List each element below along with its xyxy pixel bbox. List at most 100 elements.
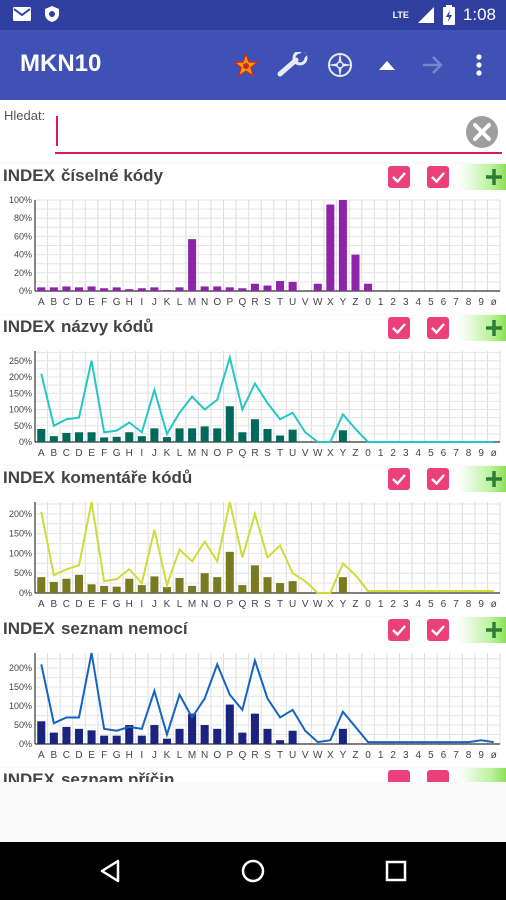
bar <box>112 287 121 291</box>
x-tick-label: Q <box>238 448 246 459</box>
overflow-menu-button[interactable] <box>462 48 496 82</box>
home-icon[interactable] <box>238 856 268 886</box>
section-checkbox-2[interactable] <box>427 619 449 641</box>
bar <box>225 551 234 593</box>
x-tick-label: 9 <box>478 297 484 308</box>
scroll-up-button[interactable] <box>370 48 404 82</box>
x-tick-label: P <box>226 297 233 308</box>
search-input[interactable] <box>55 114 502 154</box>
bar <box>188 713 197 744</box>
bar <box>351 254 360 291</box>
x-tick-label: D <box>75 599 82 610</box>
section-checkbox-2[interactable] <box>427 166 449 188</box>
section-add-button[interactable] <box>458 768 506 782</box>
bar <box>112 735 121 744</box>
bar <box>62 726 71 744</box>
y-tick-label: 200% <box>9 663 32 673</box>
x-tick-label: Z <box>352 599 358 610</box>
bar <box>313 283 322 291</box>
x-tick-label: J <box>152 297 157 308</box>
series-line <box>40 501 494 594</box>
x-tick-label: L <box>177 750 183 761</box>
x-tick-label: H <box>126 750 133 761</box>
x-tick-label: S <box>264 750 271 761</box>
plus-icon <box>486 471 502 487</box>
x-tick-label: 7 <box>453 448 459 459</box>
bar <box>62 286 71 291</box>
section-header: INDEX seznam nemocí <box>0 617 506 643</box>
bar <box>276 740 285 744</box>
section-title: INDEX <box>3 166 55 185</box>
forward-button[interactable] <box>416 48 450 82</box>
y-tick-label: 50% <box>14 421 32 431</box>
section-checkbox-2[interactable] <box>427 317 449 339</box>
x-tick-label: C <box>63 448 70 459</box>
bar <box>238 288 247 291</box>
section-subtitle: číselné kódy <box>60 166 164 185</box>
bar <box>338 430 347 442</box>
section-checkbox-1[interactable] <box>388 770 410 782</box>
settings-button[interactable] <box>276 48 310 82</box>
x-tick-label: 6 <box>441 599 447 610</box>
bar <box>175 428 184 442</box>
y-tick-label: 250% <box>9 356 32 366</box>
clear-search-button[interactable] <box>465 115 499 154</box>
bar <box>37 721 46 744</box>
x-tick-label: W <box>313 297 323 308</box>
bar <box>175 577 184 593</box>
x-tick-label: M <box>188 599 196 610</box>
x-tick-label: F <box>101 750 107 761</box>
x-tick-label: P <box>226 599 233 610</box>
favorites-button[interactable] <box>229 48 263 82</box>
chart-panel: 200% 150% 100% 50% 0% A B C D E F G H I J K L M N O P Q R S T U V W… <box>0 492 506 616</box>
section-checkbox-1[interactable] <box>388 619 410 641</box>
bar <box>125 725 134 744</box>
section-checkbox-1[interactable] <box>388 166 410 188</box>
section-checkbox-2[interactable] <box>427 468 449 490</box>
bar <box>213 728 222 744</box>
x-tick-label: B <box>51 750 58 761</box>
bar <box>200 573 209 593</box>
section-add-button[interactable] <box>458 315 506 341</box>
series-line <box>40 652 494 744</box>
x-tick-label: 5 <box>428 297 434 308</box>
section-add-button[interactable] <box>458 164 506 190</box>
y-tick-label: 60% <box>14 231 32 241</box>
bar <box>288 730 297 744</box>
section-add-button[interactable] <box>458 617 506 643</box>
check-icon <box>392 323 406 335</box>
recents-icon[interactable] <box>381 856 411 886</box>
app-title: MKN10 <box>20 50 102 77</box>
x-tick-label: C <box>63 297 70 308</box>
y-tick-label: 150% <box>9 529 32 539</box>
x-tick-label: O <box>213 599 221 610</box>
bar <box>49 732 58 744</box>
x-tick-label: A <box>38 750 45 761</box>
x-tick-label: 8 <box>466 297 472 308</box>
section-checkbox-2[interactable] <box>427 770 449 782</box>
back-icon[interactable] <box>96 856 126 886</box>
x-tick-label: G <box>113 448 121 459</box>
x-tick-label: Z <box>352 448 358 459</box>
x-tick-label: F <box>101 448 107 459</box>
bar <box>150 725 159 744</box>
x-tick-label: 1 <box>378 750 384 761</box>
x-tick-label: X <box>327 297 334 308</box>
x-tick-label: W <box>313 448 323 459</box>
signal-icon <box>417 7 434 23</box>
bar <box>338 728 347 744</box>
x-tick-label: 2 <box>390 448 396 459</box>
section-subtitle: názvy kódů <box>60 317 154 336</box>
locate-button[interactable] <box>323 48 357 82</box>
section-add-button[interactable] <box>458 466 506 492</box>
y-tick-label: 100% <box>9 195 32 205</box>
section-header-partial: INDEX seznam příčin <box>0 768 506 782</box>
x-tick-label: 4 <box>416 297 422 308</box>
y-tick-label: 0% <box>19 437 32 447</box>
x-tick-label: 6 <box>441 750 447 761</box>
section-checkbox-1[interactable] <box>388 468 410 490</box>
bar <box>238 732 247 744</box>
x-tick-label: 0 <box>365 297 371 308</box>
section-checkbox-1[interactable] <box>388 317 410 339</box>
text-cursor <box>56 116 58 146</box>
